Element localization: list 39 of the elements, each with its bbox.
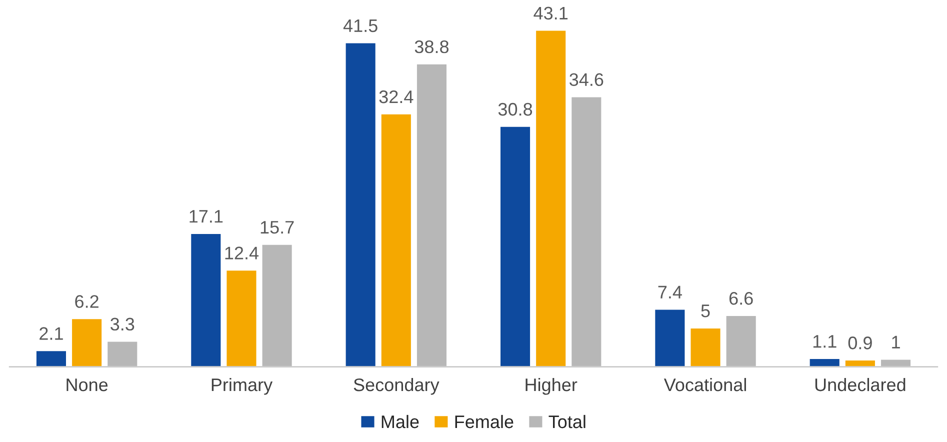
bar: [344, 42, 377, 367]
bar: [689, 327, 722, 367]
data-label: 12.4: [225, 246, 259, 260]
data-label: 1: [892, 336, 900, 348]
data-label: 6.2: [75, 295, 98, 308]
x-tick-label: Higher: [526, 378, 578, 395]
data-label: 6.6: [729, 292, 753, 305]
data-label: 17.1: [190, 210, 223, 223]
data-label: 38.8: [414, 40, 449, 54]
x-tick-label: Primary: [212, 378, 273, 395]
bar: [654, 308, 686, 367]
bar: [380, 113, 412, 367]
data-label: 5: [701, 304, 710, 318]
x-tick-label: None: [66, 378, 108, 392]
data-label: 15.7: [260, 221, 294, 234]
data-label: 0.9: [848, 336, 872, 350]
data-label: 30.8: [498, 102, 532, 116]
bar: [499, 126, 532, 367]
data-label: 3.3: [110, 318, 134, 331]
data-label: 2.1: [40, 327, 63, 340]
legend-label: Female: [455, 414, 514, 428]
bar: [225, 269, 258, 367]
data-label: 1.1: [813, 335, 836, 348]
x-tick-label: Secondary: [354, 378, 440, 395]
bar: [808, 358, 841, 367]
legend-label: Male: [382, 414, 419, 428]
bar: [534, 29, 567, 367]
data-label: 41.5: [343, 19, 378, 32]
bar: [70, 318, 103, 367]
data-label: 34.6: [570, 73, 604, 86]
x-tick-label: Undeclared: [815, 378, 906, 392]
data-label: 7.4: [658, 286, 682, 298]
data-label: 43.1: [534, 6, 568, 20]
bar: [844, 359, 876, 367]
x-tick-label: Vocational: [664, 378, 746, 392]
bar: [190, 232, 222, 367]
data-label: 32.4: [379, 90, 414, 104]
legend-label: Total: [548, 414, 586, 428]
bar: [35, 350, 68, 367]
